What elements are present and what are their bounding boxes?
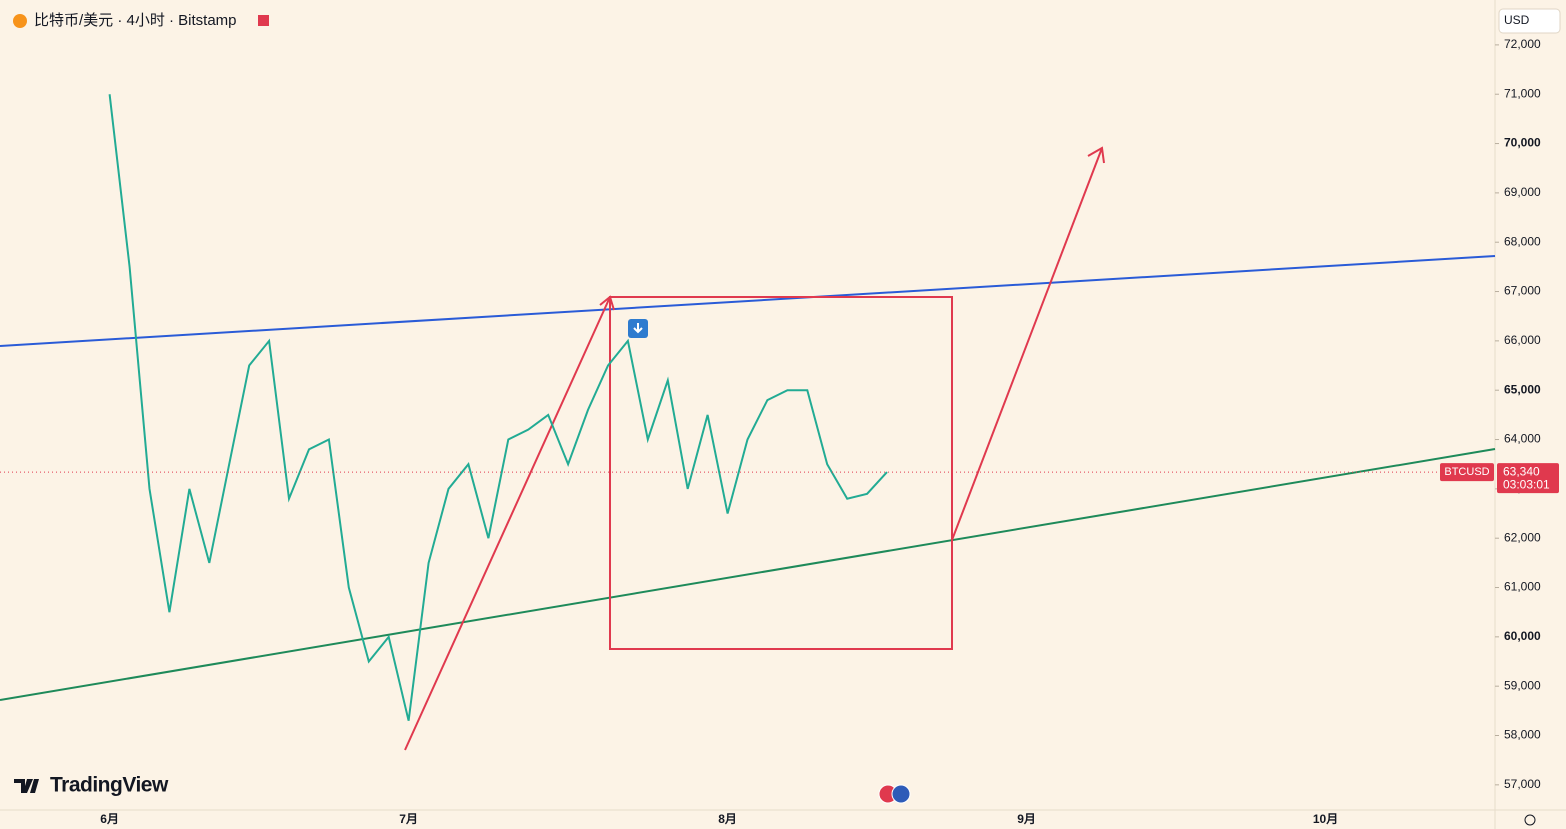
event-arrow [633,323,643,334]
arrow-head [1087,146,1105,164]
x-tick-label: 8月 [718,812,737,826]
y-tick-label: 69,000 [1504,185,1541,199]
y-tick-label: 62,000 [1504,530,1541,544]
x-tick-label: 6月 [100,812,119,826]
x-tick-label: 10月 [1313,812,1338,826]
trend-line [0,448,1496,701]
flag-icon[interactable] [891,784,911,804]
settings-icon[interactable] [1524,814,1536,826]
symbol-label: BTCUSD [1444,466,1489,478]
brand-logo [14,779,39,793]
price-line [108,94,888,721]
arrow-head [599,295,615,311]
brand: TradingView [50,774,169,797]
arrow [404,296,611,751]
y-tick-label: 61,000 [1504,580,1541,594]
x-tick-label: 9月 [1017,812,1036,826]
y-tick-label: 72,000 [1504,37,1541,51]
y-tick-label: 65,000 [1504,382,1541,396]
y-tick-label: 67,000 [1504,284,1541,298]
price-tag [1497,463,1559,494]
x-tick-label: 7月 [399,812,418,826]
countdown-label: 03:03:01 [1503,477,1550,491]
y-tick-label: 64,000 [1504,432,1541,446]
y-tick-label: 57,000 [1504,777,1541,791]
symbol-tag [1440,463,1494,482]
y-tick-label: 66,000 [1504,333,1541,347]
flag [258,15,269,26]
currency-button[interactable] [1498,8,1561,34]
arrow [951,147,1103,541]
y-tick-label: 59,000 [1504,678,1541,692]
y-tick-label: 70,000 [1504,136,1541,150]
currency-label: USD [1504,13,1530,27]
y-tick-label: 60,000 [1504,629,1541,643]
range-box [609,296,953,650]
chart-title: 比特币/美元 · 4小时 · Bitstamp [34,12,237,29]
y-tick-label: 58,000 [1504,728,1541,742]
trend-line [0,255,1496,347]
y-tick-label: 68,000 [1504,234,1541,248]
coin-icon [13,14,27,28]
y-tick-label: 71,000 [1504,86,1541,100]
price-label: 63,340 [1503,464,1540,478]
